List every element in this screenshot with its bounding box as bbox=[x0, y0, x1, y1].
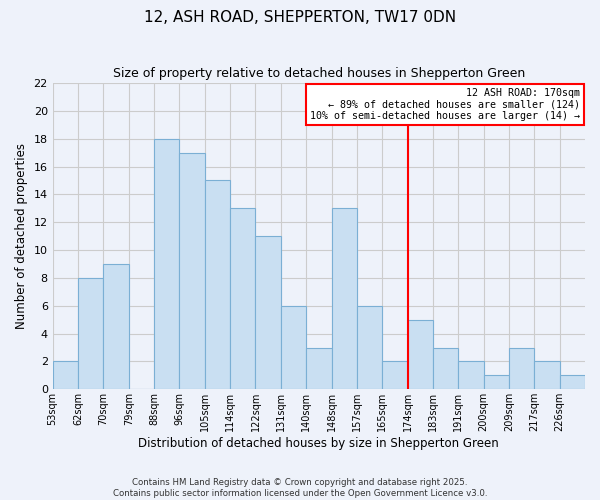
Text: Contains HM Land Registry data © Crown copyright and database right 2025.
Contai: Contains HM Land Registry data © Crown c… bbox=[113, 478, 487, 498]
Text: 12 ASH ROAD: 170sqm
← 89% of detached houses are smaller (124)
10% of semi-detac: 12 ASH ROAD: 170sqm ← 89% of detached ho… bbox=[310, 88, 580, 121]
Y-axis label: Number of detached properties: Number of detached properties bbox=[15, 143, 28, 329]
Bar bbox=[230, 208, 256, 390]
Bar bbox=[78, 278, 103, 390]
Bar bbox=[103, 264, 129, 390]
Bar bbox=[535, 362, 560, 390]
Bar bbox=[433, 348, 458, 390]
Bar bbox=[179, 152, 205, 390]
Bar bbox=[458, 362, 484, 390]
Bar bbox=[509, 348, 535, 390]
Bar bbox=[382, 362, 407, 390]
Bar bbox=[306, 348, 332, 390]
Text: 12, ASH ROAD, SHEPPERTON, TW17 0DN: 12, ASH ROAD, SHEPPERTON, TW17 0DN bbox=[144, 10, 456, 25]
Bar bbox=[407, 320, 433, 390]
Bar bbox=[560, 376, 585, 390]
Title: Size of property relative to detached houses in Shepperton Green: Size of property relative to detached ho… bbox=[113, 68, 525, 80]
Bar bbox=[357, 306, 382, 390]
Bar bbox=[154, 138, 179, 390]
Bar bbox=[484, 376, 509, 390]
Bar bbox=[53, 362, 78, 390]
Bar bbox=[205, 180, 230, 390]
Bar bbox=[256, 236, 281, 390]
Bar bbox=[332, 208, 357, 390]
X-axis label: Distribution of detached houses by size in Shepperton Green: Distribution of detached houses by size … bbox=[139, 437, 499, 450]
Bar bbox=[281, 306, 306, 390]
